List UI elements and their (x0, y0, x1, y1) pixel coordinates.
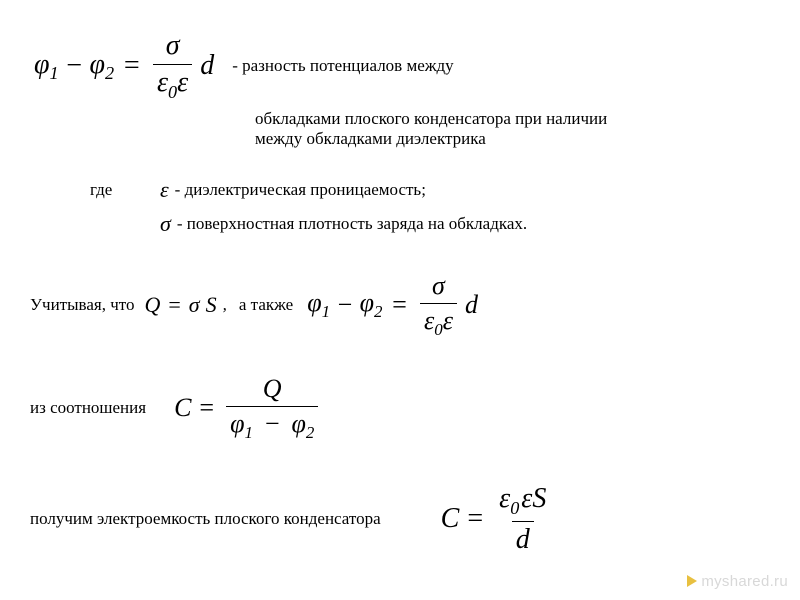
watermark-text: myshared.ru (701, 573, 788, 590)
relation-lead: из соотношения (30, 398, 146, 418)
equals: = (168, 292, 180, 318)
watermark: myshared.ru (687, 573, 788, 590)
denominator-eps0-eps: ε0ε (153, 64, 192, 103)
given-row: Учитывая, что Q = σ S , а также φ1 − φ2 … (30, 271, 770, 340)
epsilon-definition: - диэлектрическая проницаемость; (175, 180, 426, 200)
where-label: где (90, 180, 160, 200)
numerator-sigma: σ (162, 30, 184, 64)
eq1-caption-line2: обкладками плоского конденсатора при нал… (255, 109, 770, 129)
symbol-S: S (206, 292, 217, 318)
epsilon-symbol: ε (160, 177, 169, 203)
where-sigma-row: σ - поверхностная плотность заряда на об… (160, 211, 770, 237)
phi2: φ2 (90, 49, 115, 85)
where-epsilon-row: где ε - диэлектрическая проницаемость; (90, 177, 770, 203)
symbol-C: C (441, 503, 460, 535)
phi2: φ2 (360, 288, 383, 322)
comma: , (223, 295, 227, 315)
equals: = (390, 290, 408, 320)
play-icon (687, 575, 697, 587)
result-lead: получим электроемкость плоского конденса… (30, 509, 381, 529)
also-label: а также (239, 295, 293, 315)
relation-row: из соотношения C = Q φ1 − φ2 (30, 374, 770, 443)
result-row: получим электроемкость плоского конденса… (30, 483, 770, 556)
equals: = (199, 393, 214, 423)
fraction-sigma-over-eps: σ ε0ε (420, 271, 457, 340)
q-eq-sigmaS: Q = σ S (144, 292, 216, 318)
sigma-definition: - поверхностная плотность заряда на обкл… (177, 214, 527, 234)
eq1: φ1 − φ2 = σ ε0ε d (34, 30, 214, 103)
fraction-epsS-over-d: ε0εS d (495, 483, 550, 556)
sigma-symbol: σ (160, 211, 171, 237)
distance-d: d (465, 290, 478, 320)
potential-difference-equation-row: φ1 − φ2 = σ ε0ε d - разность потенциалов… (30, 30, 770, 103)
fraction-sigma-over-eps: σ ε0ε (153, 30, 192, 103)
numerator-sigma: σ (428, 271, 449, 303)
symbol-C: C (174, 393, 191, 423)
numerator-Q: Q (259, 374, 286, 406)
denominator-d: d (512, 521, 534, 556)
fraction-Q-over-dphi: Q φ1 − φ2 (226, 374, 318, 443)
eq1-caption-line1: - разность потенциалов между (232, 56, 453, 76)
distance-d: d (200, 50, 214, 82)
phi1: φ1 (34, 49, 59, 85)
symbol-sigma: σ (189, 292, 200, 318)
denominator-eps0-eps: ε0ε (420, 303, 457, 340)
symbol-Q: Q (144, 292, 160, 318)
given-lead: Учитывая, что (30, 295, 134, 315)
potential-difference-inline: φ1 − φ2 = σ ε0ε d (307, 271, 478, 340)
minus: − (65, 50, 84, 82)
numerator-epsS: ε0εS (495, 483, 550, 521)
capacitance-definition: C = Q φ1 − φ2 (174, 374, 322, 443)
capacitance-formula: C = ε0εS d (441, 483, 555, 556)
minus: − (336, 290, 354, 320)
eq1-caption-line3: между обкладками диэлектрика (255, 129, 770, 149)
equals: = (467, 503, 483, 535)
denominator-phi-diff: φ1 − φ2 (226, 406, 318, 443)
equals: = (122, 50, 141, 82)
phi1: φ1 (307, 288, 330, 322)
